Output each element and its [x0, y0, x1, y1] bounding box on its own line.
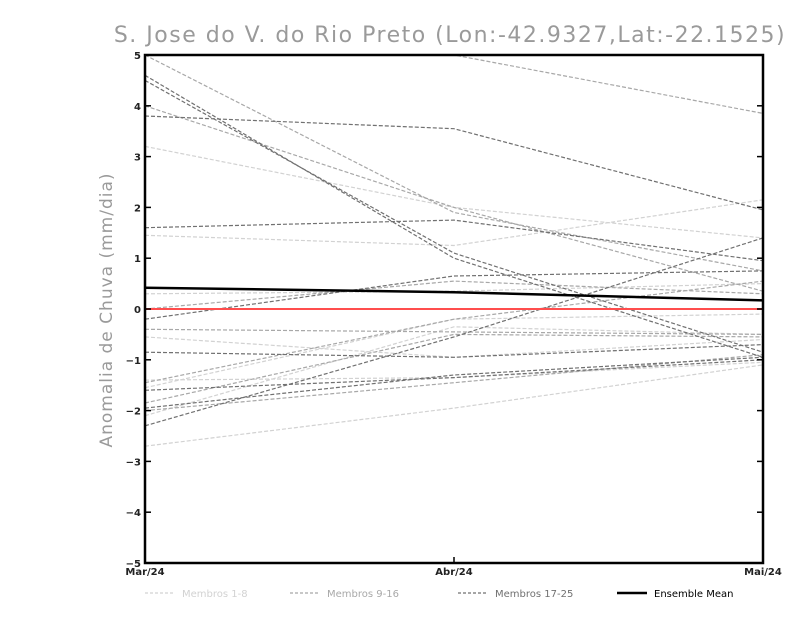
legend-label: Membros 17-25 — [495, 589, 573, 600]
series-line-member-1 — [144, 145, 764, 239]
series-line-member-14 — [144, 354, 764, 412]
y-tick-label: −1 — [126, 356, 141, 367]
y-tick-label: −4 — [126, 508, 141, 519]
series-line-member-17 — [144, 74, 764, 358]
series-line-member-21 — [144, 344, 764, 358]
series-line-member-2 — [144, 199, 764, 247]
y-tick-label: 2 — [134, 203, 141, 214]
series-line-member-11 — [144, 54, 764, 272]
y-tick-label: −3 — [126, 457, 141, 468]
y-tick-label: −2 — [126, 407, 141, 418]
series-line-member-9 — [145, 54, 764, 114]
y-tick-label: 1 — [134, 254, 141, 265]
y-tick-label: 4 — [134, 102, 141, 113]
series-line-member-18 — [144, 115, 764, 211]
series-line-member-24 — [144, 270, 764, 320]
series-line-member-3 — [144, 313, 764, 389]
series-line-member-13 — [144, 333, 764, 404]
x-tick-label: Mar/24 — [125, 567, 164, 578]
y-tick-label: 3 — [134, 153, 141, 164]
series-line-member-16 — [144, 280, 764, 310]
y-tick-label: −5 — [126, 559, 141, 570]
series-lines — [144, 54, 764, 447]
series-line-ensemble-mean — [144, 286, 764, 302]
series-line-member-10 — [144, 105, 764, 292]
series-line-member-12 — [144, 328, 764, 335]
x-tick-label: Abr/24 — [435, 567, 472, 578]
legend-label: Ensemble Mean — [654, 589, 733, 600]
chart-title: S. Jose do V. do Rio Preto (Lon:-42.9327… — [114, 23, 786, 48]
y-tick-label: 0 — [134, 305, 141, 316]
x-tick-label: Mai/24 — [744, 567, 782, 578]
series-line-member-5 — [144, 364, 764, 447]
series-line-member-20 — [144, 237, 764, 427]
series-line-member-15 — [144, 280, 764, 384]
series-line-member-23 — [144, 356, 764, 409]
legend: Membros 1-8 Membros 9-16 Membros 17-25 Ense… — [145, 589, 733, 600]
series-line-member-4 — [144, 326, 764, 417]
legend-label: Membros 9-16 — [327, 589, 399, 600]
series-line-member-22 — [144, 359, 764, 391]
y-axis-label: Anomalia de Chuva (mm/dia) — [97, 172, 117, 447]
legend-label: Membros 1-8 — [182, 589, 248, 600]
series-line-member-25 — [144, 79, 764, 353]
y-tick-label: 5 — [134, 51, 141, 62]
axis-ticks: −5 −4 −3 −2 −1 0 1 2 3 4 5 Mar/24 Abr/24 Mai/24 — [125, 51, 781, 578]
series-line-member-19 — [144, 219, 764, 262]
